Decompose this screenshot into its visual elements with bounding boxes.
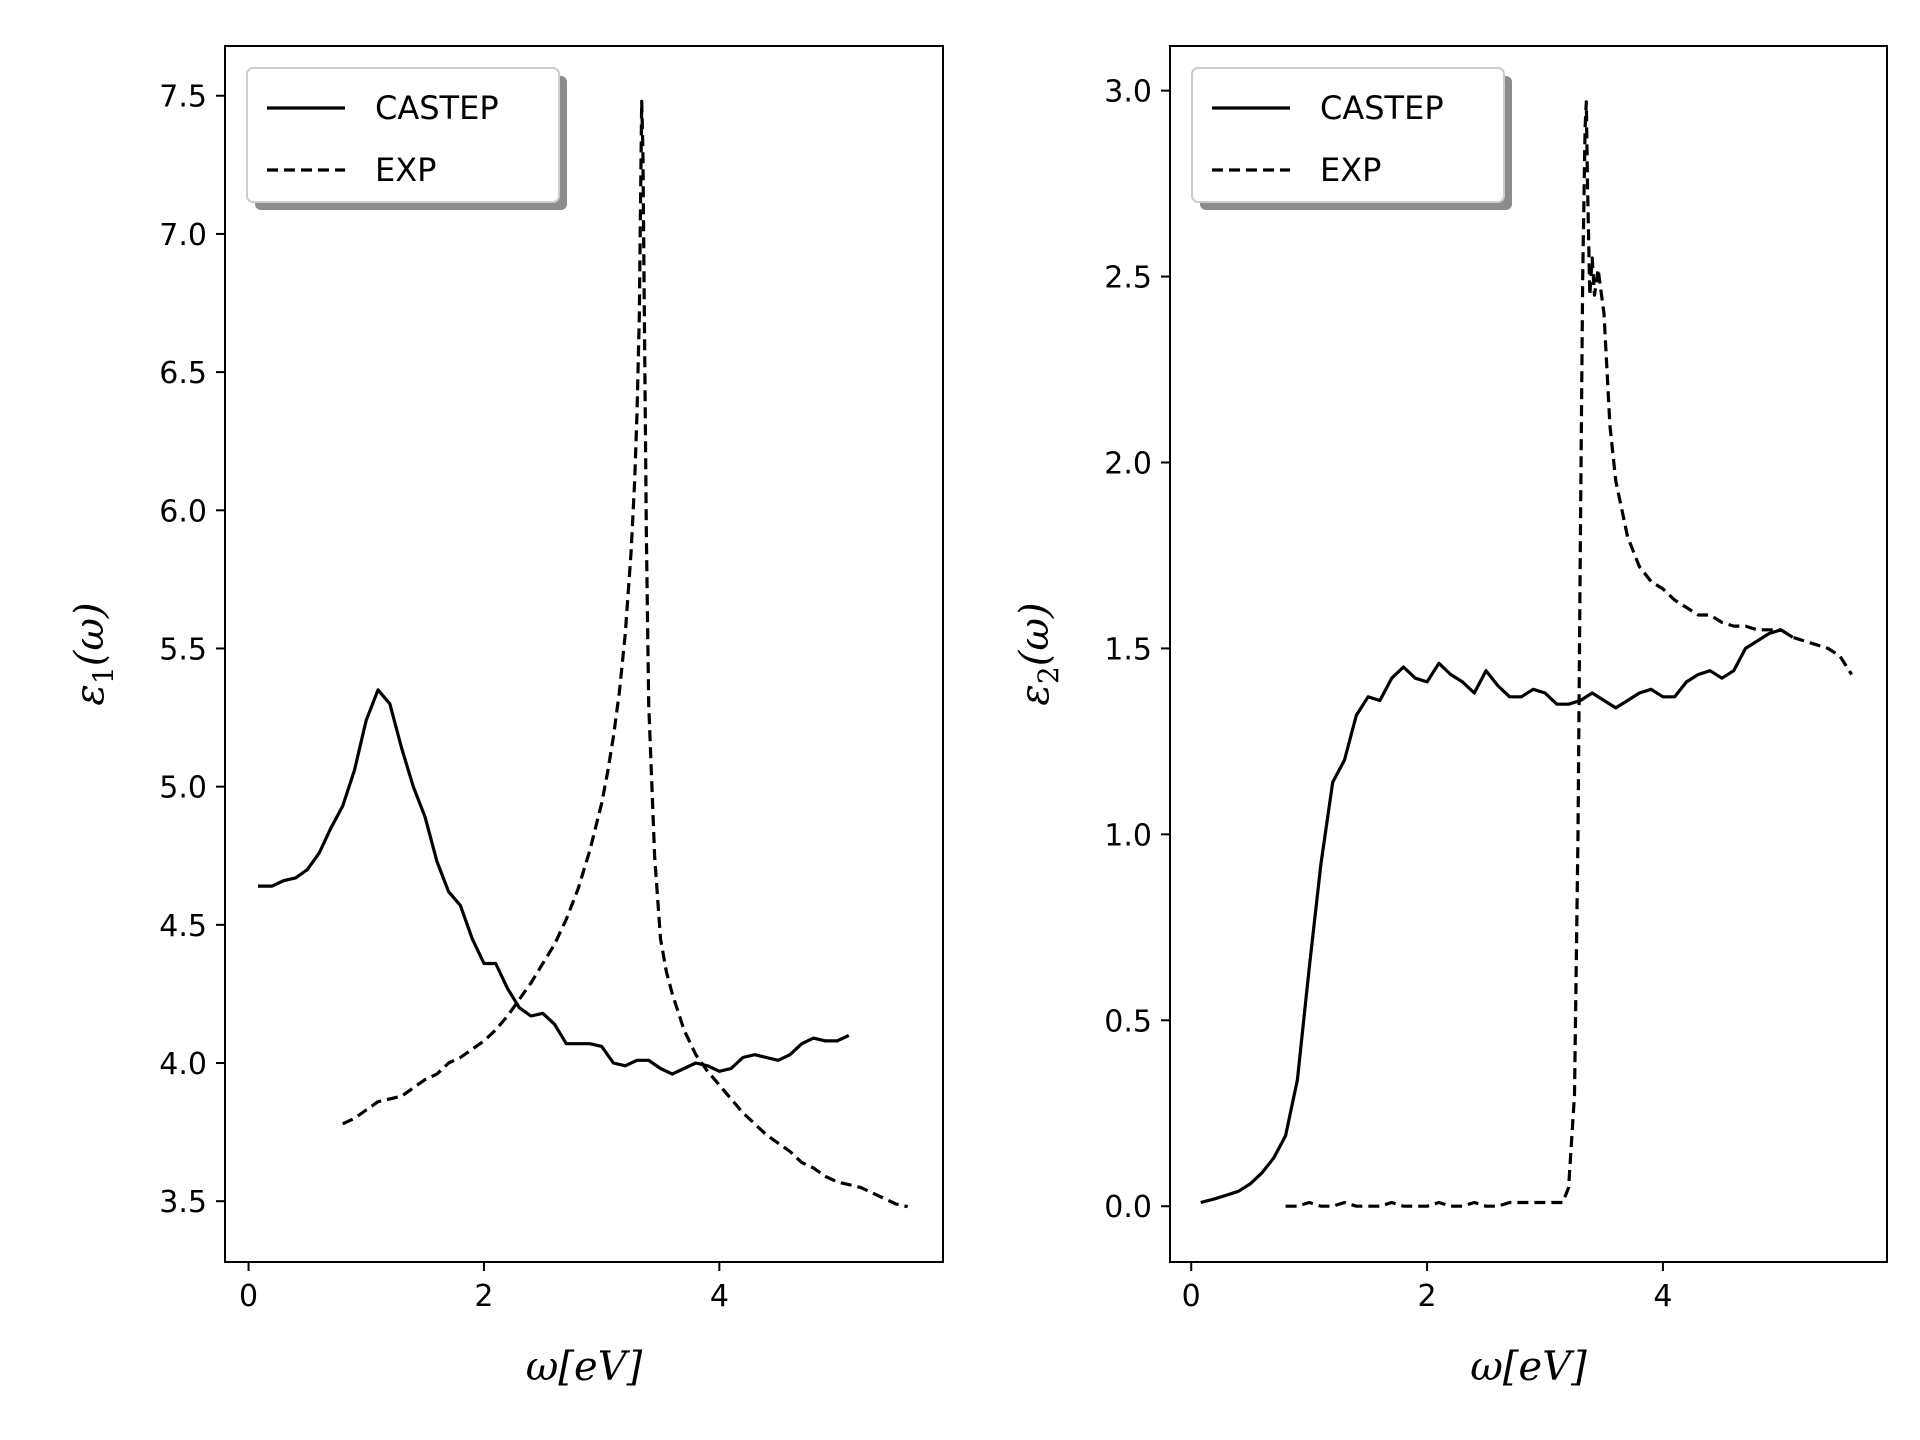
- x-axis-label: ω[eV]: [1470, 1344, 1587, 1390]
- y-tick-label: 7.0: [159, 218, 207, 253]
- y-tick-label: 2.5: [1104, 261, 1152, 296]
- legend-label-castep: CASTEP: [1320, 89, 1444, 127]
- series-line-exp: [342, 99, 909, 1209]
- y-tick-label: 2.0: [1104, 446, 1152, 481]
- legend-label-exp: EXP: [375, 151, 436, 189]
- y-axis-label: ε2(ω): [1012, 602, 1065, 705]
- x-tick-label: 2: [1418, 1279, 1437, 1314]
- y-axis-label-main: ε: [1012, 684, 1058, 705]
- axes-frame: [224, 45, 944, 1263]
- y-tick-label: 4.0: [159, 1047, 207, 1082]
- x-tick-label: 4: [1653, 1279, 1672, 1314]
- y-axis-label-tail: (ω): [67, 602, 113, 666]
- y-tick-label: 6.0: [159, 494, 207, 529]
- series-line-castep: [258, 688, 850, 1076]
- series-line-castep: [1200, 628, 1794, 1205]
- y-tick-label: 4.5: [159, 909, 207, 944]
- y-axis-label-tail: (ω): [1012, 602, 1058, 666]
- y-tick-label: 3.5: [159, 1185, 207, 1220]
- y-axis-label: ε1(ω): [67, 602, 120, 705]
- right-panel-epsilon2: 0 2 40.00.51.01.52.02.53.0ω[eV]ε2(ω)CASTEP…: [1012, 45, 1888, 1390]
- y-tick-label: 1.0: [1104, 818, 1152, 853]
- y-tick-label: 6.5: [159, 356, 207, 391]
- y-axis-label-subscript: 1: [87, 666, 120, 684]
- legend: CASTEP EXP: [1191, 67, 1512, 210]
- series-line-exp: [1285, 100, 1853, 1208]
- x-tick-label: 0: [239, 1279, 258, 1314]
- x-tick-label: 2: [474, 1279, 493, 1314]
- x-tick-label: 0: [1182, 1279, 1201, 1314]
- y-tick-label: 5.5: [159, 632, 207, 667]
- y-tick-label: 0.5: [1104, 1004, 1152, 1039]
- axes-frame: [1169, 45, 1888, 1263]
- y-axis-label-subscript: 2: [1032, 666, 1065, 684]
- y-axis-label-main: ε: [67, 684, 113, 705]
- y-tick-label: 5.0: [159, 771, 207, 806]
- legend: CASTEP EXP: [246, 67, 567, 210]
- x-axis-label: ω[eV]: [526, 1344, 643, 1390]
- y-tick-label: 7.5: [159, 80, 207, 115]
- legend-label-castep: CASTEP: [375, 89, 499, 127]
- y-tick-label: 0.0: [1104, 1190, 1152, 1225]
- left-panel-epsilon1: 0 2 4 3.5 4.0 4.5 5.0 5.5 6.0 6.5 7.0 7.5 ω[eV] ε1(ω)…: [67, 45, 944, 1390]
- legend-label-exp: EXP: [1320, 151, 1381, 189]
- y-tick-label: 1.5: [1104, 632, 1152, 667]
- x-tick-label: 4: [710, 1279, 729, 1314]
- y-tick-label: 3.0: [1104, 75, 1152, 110]
